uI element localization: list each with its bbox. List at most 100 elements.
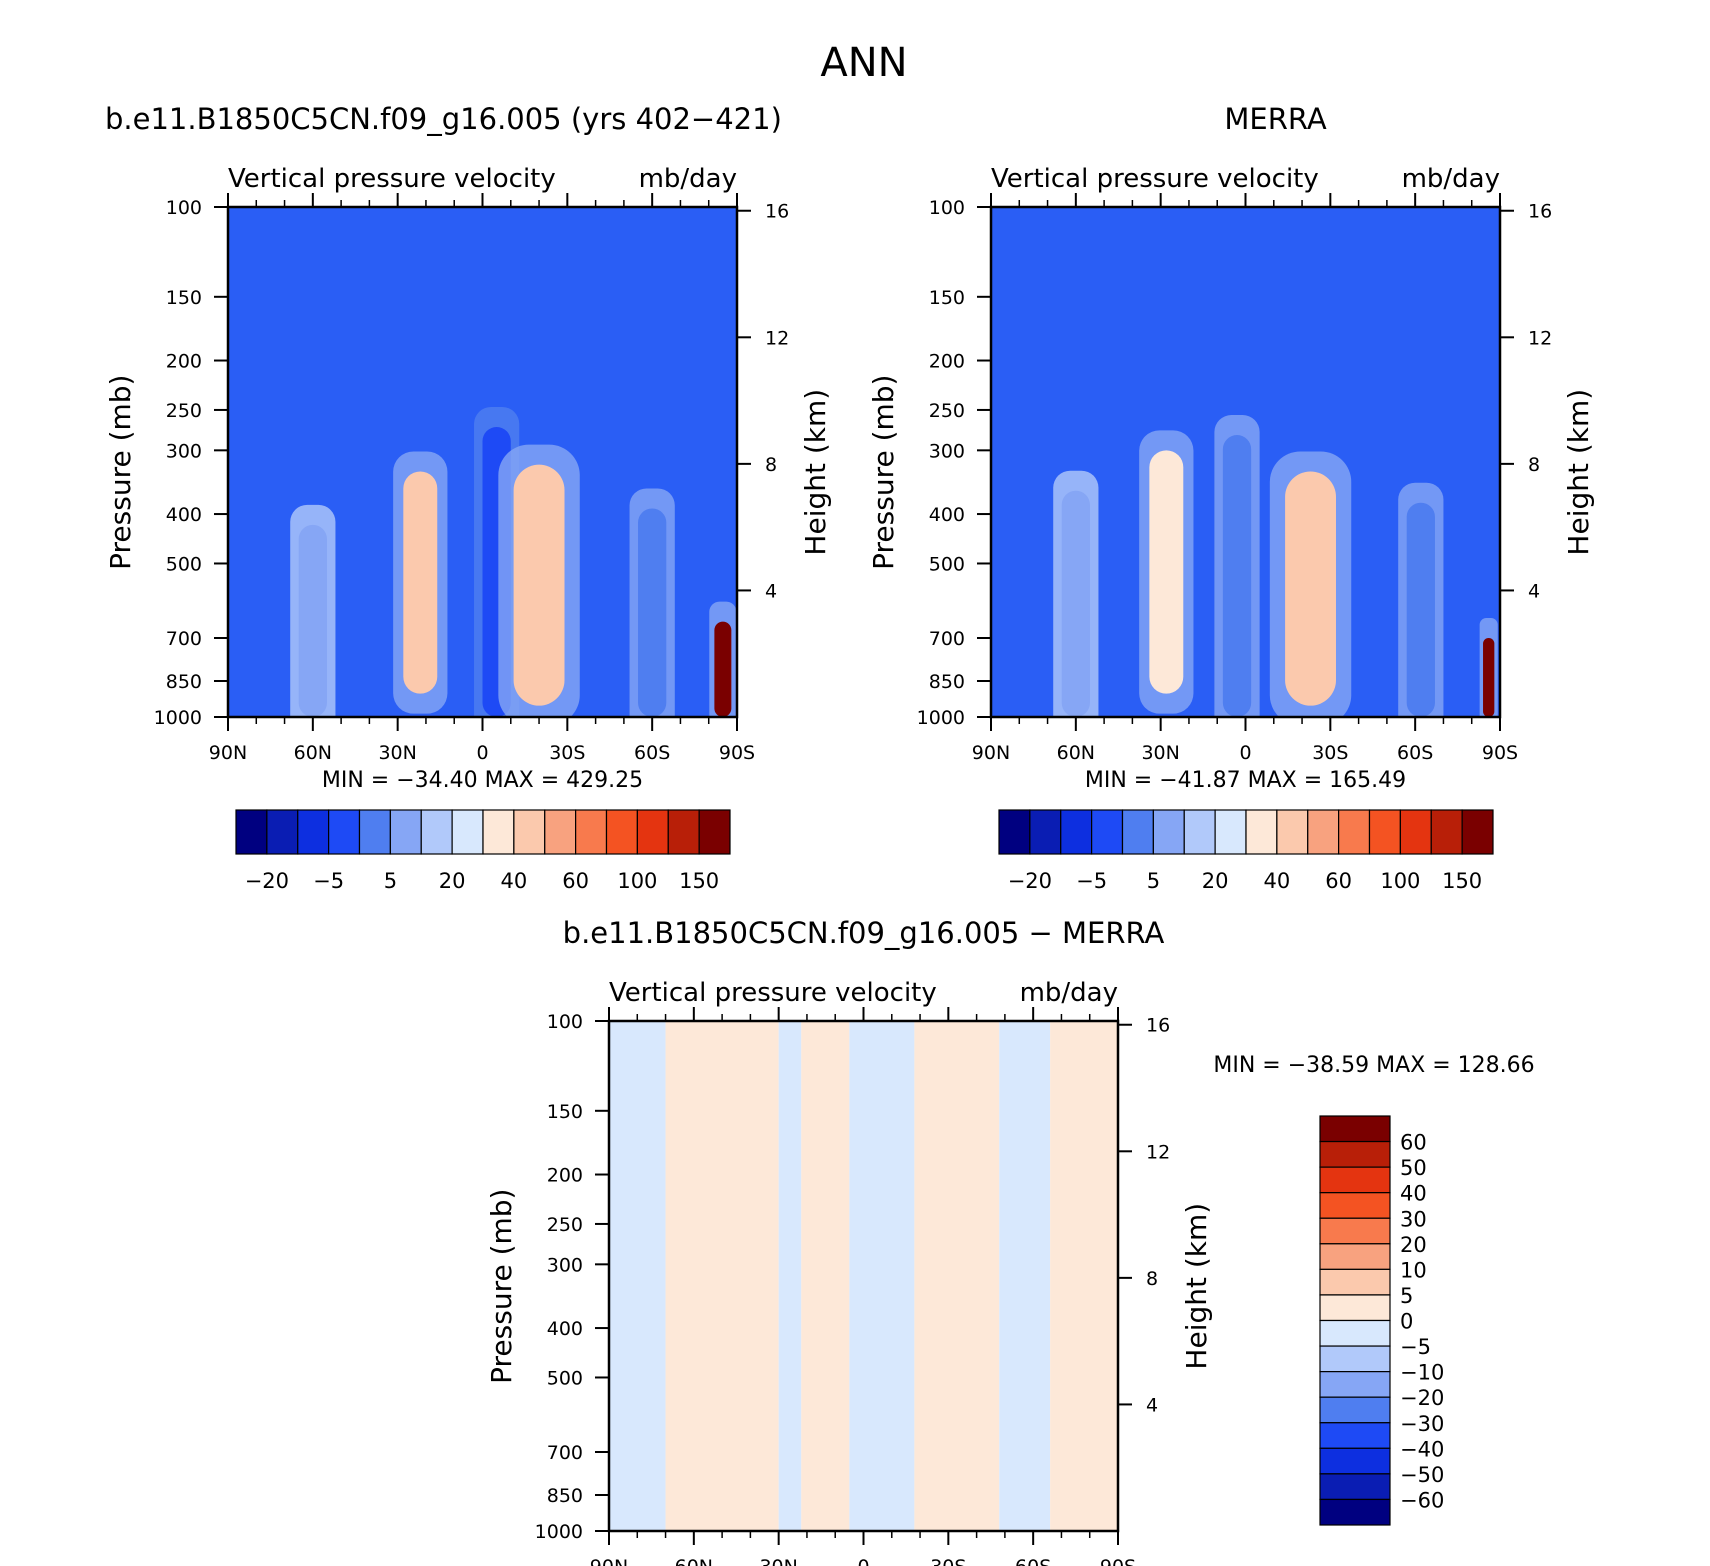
colorbar-label: 10 [1400, 1258, 1427, 1282]
colorbar-label: 100 [617, 869, 657, 893]
y-tick-label: 500 [166, 553, 202, 575]
colorbar-box [1319, 1243, 1391, 1270]
y-tick-label: 250 [166, 400, 202, 422]
colorbar-box [328, 809, 361, 855]
x-tick-label: 60S [1397, 742, 1433, 764]
colorbar-box [1319, 1192, 1391, 1219]
colorbar-label: 20 [1400, 1233, 1427, 1257]
diff-band [849, 1021, 915, 1531]
colorbar-box [636, 809, 669, 855]
y-tick-label: 300 [547, 1254, 583, 1276]
x-tick-label: 0 [476, 742, 488, 764]
y2-axis-label: Height (km) [799, 389, 832, 556]
diff-band [1050, 1021, 1118, 1531]
colorbar-box [389, 809, 422, 855]
x-tick-label: 60N [294, 742, 332, 764]
colorbar-box [1368, 809, 1401, 855]
contour-core [714, 621, 732, 717]
colorbar-label: 40 [1264, 869, 1291, 893]
colorbar-label: 30 [1400, 1207, 1427, 1231]
colorbar-label: −20 [245, 869, 289, 893]
colorbar-box [358, 809, 391, 855]
colorbar-box [998, 809, 1031, 855]
y-tick-label: 100 [166, 197, 202, 219]
colorbar-label: 60 [1400, 1131, 1427, 1155]
contour-core [638, 508, 667, 717]
colorbar-label: −30 [1400, 1412, 1444, 1436]
colorbar: −20 −5 5 20 40 60 100 150 [998, 809, 1494, 893]
colorbar-label: −10 [1400, 1361, 1444, 1385]
colorbar-label: 50 [1400, 1156, 1427, 1180]
y-tick-label: 700 [166, 628, 202, 650]
colorbar-box [1121, 809, 1154, 855]
x-tick-label: 30S [1312, 742, 1348, 764]
colorbar-label: 5 [1400, 1284, 1413, 1308]
x-tick-label: 60S [634, 742, 670, 764]
colorbar-box [1029, 809, 1062, 855]
colorbar-box [1430, 809, 1463, 855]
y2-tick-label: 12 [1146, 1141, 1170, 1163]
y-tick-label: 1000 [535, 1521, 583, 1543]
diff-band [801, 1021, 850, 1531]
colorbar-box [1319, 1217, 1391, 1245]
colorbar-box [698, 809, 731, 855]
colorbar-box [482, 809, 515, 855]
y-tick-label: 150 [166, 287, 202, 309]
y-tick-label: 400 [929, 504, 965, 526]
y-tick-label: 300 [166, 440, 202, 462]
chart-title: MERRA [1224, 102, 1326, 136]
y-tick-label: 250 [929, 400, 965, 422]
colorbar-box [235, 809, 268, 855]
y-tick-label: 100 [547, 1011, 583, 1033]
colorbar-box [605, 809, 638, 855]
colorbar-label: 5 [384, 869, 397, 893]
y-tick-label: 400 [166, 504, 202, 526]
colorbar-label: −40 [1400, 1437, 1444, 1461]
colorbar-label: −50 [1400, 1463, 1444, 1487]
colorbar-label: 20 [439, 869, 466, 893]
y-axis-label: Pressure (mb) [104, 375, 137, 570]
colorbar-label: −5 [1400, 1335, 1431, 1359]
colorbar-box [1319, 1294, 1391, 1322]
y-tick-label: 400 [547, 1318, 583, 1340]
chart-title: b.e11.B1850C5CN.f09_g16.005 (yrs 402−421… [105, 102, 782, 136]
y-tick-label: 700 [929, 628, 965, 650]
colorbar-label: 100 [1380, 869, 1420, 893]
y2-tick-label: 12 [1528, 327, 1552, 349]
colorbar-label: 150 [1442, 869, 1482, 893]
contour-core [403, 471, 438, 694]
colorbar-box [1276, 809, 1309, 855]
subtitle-right: mb/day [639, 164, 737, 194]
x-tick-label: 90N [209, 742, 247, 764]
x-tick-label: 30N [759, 1556, 797, 1566]
colorbar-label: −20 [1008, 869, 1052, 893]
x-tick-label: 90N [590, 1556, 628, 1566]
colorbar-box [266, 809, 299, 855]
colorbar-box [1060, 809, 1093, 855]
y-tick-label: 250 [547, 1214, 583, 1236]
colorbar-box [1183, 809, 1216, 855]
colorbar-box [1319, 1319, 1391, 1347]
colorbar-label: 20 [1202, 869, 1229, 893]
y-tick-label: 1000 [154, 707, 202, 729]
colorbar-box [1319, 1140, 1391, 1168]
x-tick-label: 90N [972, 742, 1010, 764]
colorbar-label: 60 [562, 869, 589, 893]
colorbar-label: 0 [1400, 1310, 1413, 1334]
colorbar-label: −5 [313, 869, 344, 893]
y-axis-label: Pressure (mb) [867, 375, 900, 570]
x-tick-label: 30N [378, 742, 416, 764]
x-tick-label: 60S [1015, 1556, 1051, 1566]
colorbar-label: −60 [1400, 1488, 1444, 1512]
colorbar-box [1399, 809, 1432, 855]
y-axis-label: Pressure (mb) [485, 1189, 518, 1384]
contour-core [1061, 490, 1090, 717]
contour-core [1483, 638, 1495, 717]
colorbar-box [1338, 809, 1371, 855]
colorbar-box [667, 809, 700, 855]
colorbar-box [575, 809, 608, 855]
colorbar-box [1319, 1396, 1391, 1424]
colorbar-box [297, 809, 330, 855]
y-tick-label: 500 [547, 1367, 583, 1389]
chart-title: b.e11.B1850C5CN.f09_g16.005 − MERRA [563, 916, 1165, 950]
